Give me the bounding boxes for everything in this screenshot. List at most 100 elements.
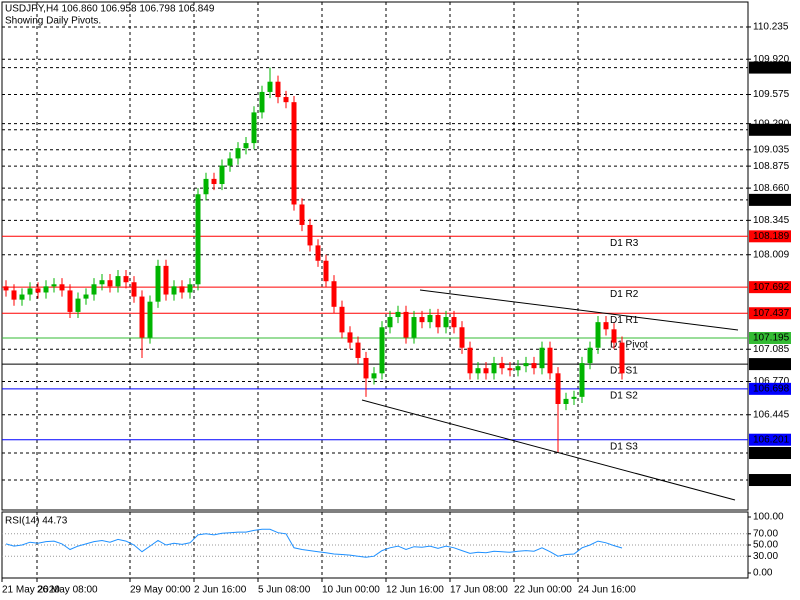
candle-body xyxy=(163,265,169,295)
pivot-box xyxy=(749,358,791,371)
pivot-box xyxy=(749,332,791,345)
price-panel xyxy=(1,1,749,511)
candle-body xyxy=(475,368,481,374)
candle-body xyxy=(403,311,409,338)
x-tick-label: 24 Jun 16:00 xyxy=(578,585,636,596)
candle-body xyxy=(155,265,161,302)
candle-body xyxy=(355,342,361,358)
candle-body xyxy=(267,81,273,92)
candle-body xyxy=(299,204,305,225)
pivot-label: 106.940 xyxy=(753,359,790,370)
level-label: 109.230 xyxy=(753,124,790,135)
candle-body xyxy=(579,363,585,397)
candle-body xyxy=(571,396,577,399)
candle-body xyxy=(147,301,153,338)
chart-subtitle: Showing Daily Pivots. xyxy=(5,16,101,27)
candle-body xyxy=(587,347,593,364)
candle-body xyxy=(235,148,241,159)
level-label: 108.545 xyxy=(753,195,790,206)
candle-body xyxy=(131,282,137,297)
x-tick-label: 5 Jun 08:00 xyxy=(258,585,311,596)
trend-line xyxy=(419,289,739,331)
pivot-name: D1 R1 xyxy=(610,315,639,326)
candle-body xyxy=(483,368,489,374)
candle-body xyxy=(227,158,233,166)
candle-body xyxy=(107,280,113,287)
candle-body xyxy=(203,178,209,195)
candle-body xyxy=(3,286,9,291)
candle-body xyxy=(467,347,473,374)
pivot-label: 106.698 xyxy=(753,383,790,394)
candle-body xyxy=(187,284,193,293)
candle-body xyxy=(91,284,97,295)
y-tick-label: 100.00 xyxy=(753,512,784,523)
pivot-box xyxy=(749,307,791,320)
y-tick-label: 106.445 xyxy=(753,409,790,420)
x-tick-label: 10 Jun 00:00 xyxy=(322,585,380,596)
candle-body xyxy=(515,366,521,371)
candle-body xyxy=(195,194,201,285)
candle-body xyxy=(123,276,129,283)
x-tick-label: 29 May 00:00 xyxy=(130,585,191,596)
level-label: 109.838 xyxy=(753,62,790,73)
candle-body xyxy=(523,363,529,367)
candle-body xyxy=(75,298,81,312)
candle-body xyxy=(531,363,537,369)
candle-body xyxy=(99,280,105,285)
candle-body xyxy=(251,112,257,144)
candle-body xyxy=(555,373,561,405)
candle-body xyxy=(219,165,225,185)
x-tick-label: 12 Jun 16:00 xyxy=(386,585,444,596)
candle-body xyxy=(339,306,345,333)
x-tick-label: 21 May 2020 xyxy=(2,585,60,596)
candle-body xyxy=(603,322,609,330)
candle-body xyxy=(11,290,17,300)
candle-body xyxy=(27,288,33,295)
candle-body xyxy=(499,363,505,369)
candle-body xyxy=(83,294,89,299)
candle-body xyxy=(427,314,433,323)
candle-body xyxy=(347,332,353,343)
y-tick-label: 70.00 xyxy=(753,528,778,539)
y-tick-label: 106.770 xyxy=(753,376,790,387)
level-box xyxy=(749,474,791,487)
candle-body xyxy=(291,102,297,205)
trend-line xyxy=(361,399,736,501)
candle-body xyxy=(411,317,417,338)
pivot-label: 106.201 xyxy=(753,434,790,445)
candle-body xyxy=(275,81,281,98)
candle-body xyxy=(35,288,41,293)
y-tick-label: 108.009 xyxy=(753,249,790,260)
candle-body xyxy=(435,314,441,328)
pivot-name: D1 S3 xyxy=(610,441,638,452)
candle-body xyxy=(259,91,265,113)
x-tick-label: 2 Jun 16:00 xyxy=(194,585,247,596)
level-label: 106.071 xyxy=(753,448,790,459)
pivot-box xyxy=(749,281,791,294)
rsi-line xyxy=(5,528,623,558)
pivot-name: D1 Pivot xyxy=(610,340,648,351)
candle-body xyxy=(139,296,145,338)
candle-body xyxy=(307,224,313,246)
y-tick-label: 108.660 xyxy=(753,183,790,194)
candle-body xyxy=(315,245,321,261)
candle-body xyxy=(443,317,449,328)
candle-body xyxy=(331,281,337,307)
level-box xyxy=(749,61,791,74)
candle-body xyxy=(363,357,369,379)
candle-body xyxy=(371,373,377,379)
candle-body xyxy=(547,347,553,374)
pivot-box xyxy=(749,382,791,395)
y-tick-label: 110.235 xyxy=(753,22,789,33)
candle-body xyxy=(379,327,385,374)
candle-body xyxy=(171,286,177,295)
pivot-box xyxy=(749,433,791,446)
candle-body xyxy=(323,260,329,282)
level-box xyxy=(749,447,791,460)
y-tick-label: 109.575 xyxy=(753,89,790,100)
x-tick-label: 17 Jun 08:00 xyxy=(450,585,508,596)
chart-title: USDJPY,H4 106.860 106.958 106.798 106.84… xyxy=(5,4,215,15)
pivot-name: D1 R3 xyxy=(610,238,639,249)
level-box xyxy=(749,193,791,206)
candle-body xyxy=(59,284,65,291)
